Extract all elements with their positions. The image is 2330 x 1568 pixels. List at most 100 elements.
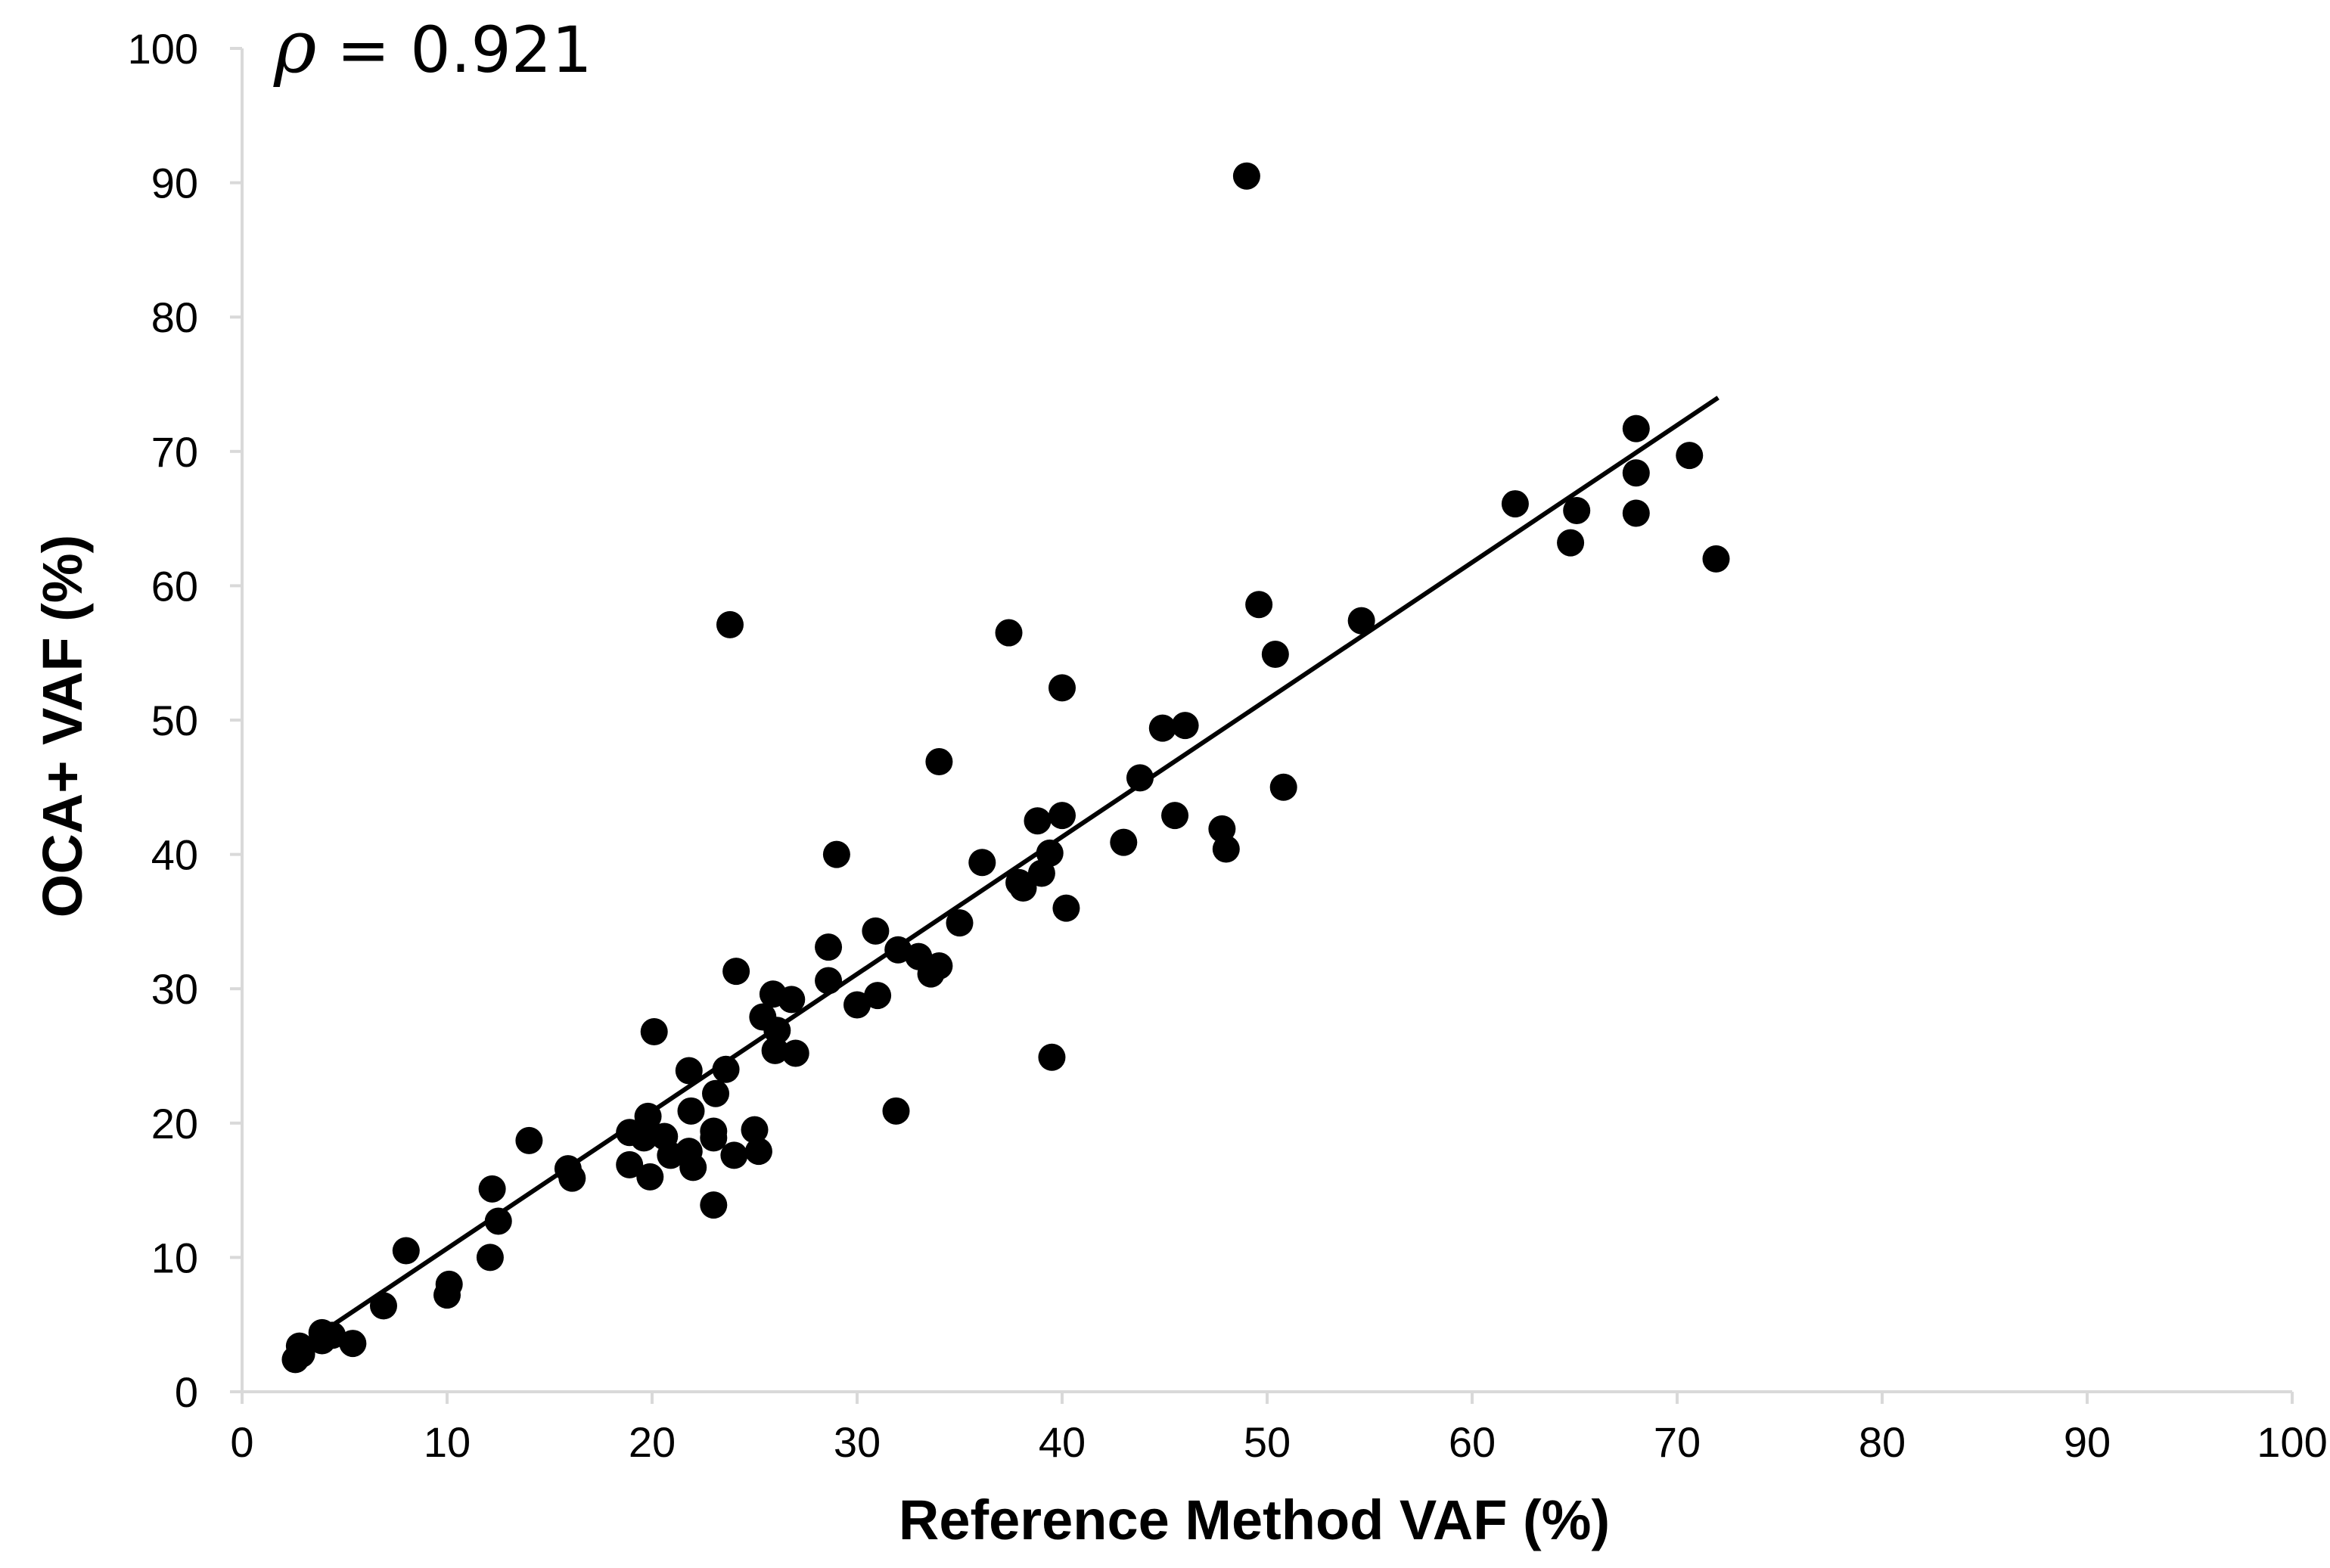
- trendline: [292, 396, 1720, 1354]
- data-point: [1347, 607, 1375, 635]
- data-point: [712, 1055, 740, 1083]
- data-point: [1557, 529, 1585, 557]
- y-tick-label: 100: [128, 25, 198, 73]
- data-point: [843, 991, 871, 1019]
- data-point: [1622, 415, 1650, 442]
- y-tick-label: 50: [151, 697, 198, 744]
- data-point: [677, 1097, 705, 1125]
- data-point: [369, 1292, 397, 1320]
- data-point: [720, 1141, 748, 1169]
- y-tick-label: 80: [151, 293, 198, 341]
- data-point: [946, 909, 974, 937]
- data-point: [864, 982, 892, 1010]
- data-point: [285, 1332, 313, 1360]
- x-tick-label: 90: [2064, 1418, 2111, 1466]
- data-point: [1702, 545, 1730, 573]
- data-point: [700, 1117, 728, 1145]
- data-point: [1036, 839, 1064, 867]
- data-point: [1563, 496, 1591, 524]
- y-tick-label: 20: [151, 1100, 198, 1147]
- data-point: [1622, 499, 1650, 527]
- data-point: [308, 1327, 336, 1355]
- trendline-group: [292, 396, 1720, 1354]
- data-point: [822, 840, 850, 868]
- data-point: [1245, 591, 1273, 619]
- data-point: [634, 1102, 662, 1130]
- data-point: [1501, 490, 1529, 518]
- data-point: [744, 1138, 772, 1166]
- x-axis-label: Reference Method VAF (%): [899, 1489, 1610, 1551]
- x-tick-label: 40: [1039, 1418, 1086, 1466]
- y-tick-label: 10: [151, 1234, 198, 1281]
- data-point: [781, 1039, 809, 1067]
- y-tick-label: 40: [151, 831, 198, 879]
- data-point: [862, 917, 890, 945]
- data-point: [815, 967, 843, 995]
- data-point: [741, 1116, 769, 1144]
- data-point: [778, 986, 806, 1014]
- y-tick-label: 90: [151, 160, 198, 207]
- x-tick-label: 30: [834, 1418, 881, 1466]
- data-point: [636, 1163, 664, 1191]
- data-point: [1171, 712, 1199, 740]
- data-point: [1269, 773, 1297, 801]
- y-axis: 0 10 20 30 40 50 60 70 80 90 100: [128, 25, 244, 1416]
- data-point: [1676, 442, 1704, 470]
- y-tick-label: 0: [175, 1368, 198, 1416]
- x-tick-label: 0: [230, 1418, 253, 1466]
- x-tick-label: 10: [424, 1418, 471, 1466]
- x-tick-label: 100: [2257, 1418, 2327, 1466]
- x-tick-label: 20: [629, 1418, 676, 1466]
- data-point: [995, 619, 1023, 647]
- data-point: [1038, 1043, 1066, 1071]
- data-point: [1261, 640, 1289, 668]
- data-point: [1024, 807, 1052, 835]
- data-point: [558, 1164, 586, 1192]
- data-point: [476, 1244, 504, 1271]
- y-tick-label: 60: [151, 562, 198, 610]
- data-point: [675, 1057, 703, 1085]
- data-point: [716, 610, 744, 638]
- data-point: [478, 1175, 506, 1203]
- data-point: [702, 1079, 730, 1107]
- data-point: [679, 1153, 707, 1181]
- data-point: [1161, 802, 1189, 830]
- data-point: [761, 1036, 789, 1064]
- rho-value: = 0.921: [316, 13, 592, 87]
- data-point: [435, 1270, 463, 1298]
- data-point: [630, 1124, 658, 1152]
- data-point: [1052, 894, 1080, 922]
- data-point: [925, 952, 953, 980]
- x-tick-label: 50: [1244, 1418, 1291, 1466]
- data-point: [616, 1150, 644, 1178]
- data-point: [1622, 459, 1650, 487]
- x-tick-label: 60: [1449, 1418, 1496, 1466]
- data-point: [1110, 828, 1138, 856]
- x-tick-label: 70: [1654, 1418, 1701, 1466]
- data-point: [1126, 764, 1154, 792]
- data-point: [1048, 674, 1076, 702]
- data-point: [815, 933, 843, 961]
- data-point: [763, 1017, 791, 1045]
- x-tick-label: 80: [1859, 1418, 1906, 1466]
- data-point: [640, 1018, 668, 1046]
- data-point: [1148, 714, 1176, 742]
- data-point: [1212, 835, 1240, 863]
- y-tick-label: 70: [151, 428, 198, 476]
- data-points: [281, 162, 1730, 1374]
- data-point: [339, 1330, 367, 1358]
- data-point: [515, 1126, 543, 1154]
- data-point: [968, 849, 996, 877]
- rho-symbol: ρ: [273, 5, 316, 89]
- y-tick-label: 30: [151, 965, 198, 1013]
- data-point: [1048, 802, 1076, 830]
- rho-annotation: ρ = 0.921: [273, 5, 592, 89]
- x-axis: 0 10 20 30 40 50 60 70 80 90 100: [230, 1390, 2328, 1466]
- y-axis-label: OCA+ VAF (%): [31, 535, 94, 918]
- data-point: [1232, 162, 1260, 190]
- data-point: [884, 936, 912, 964]
- data-point: [722, 958, 750, 986]
- data-point: [925, 748, 953, 776]
- data-point: [700, 1191, 728, 1219]
